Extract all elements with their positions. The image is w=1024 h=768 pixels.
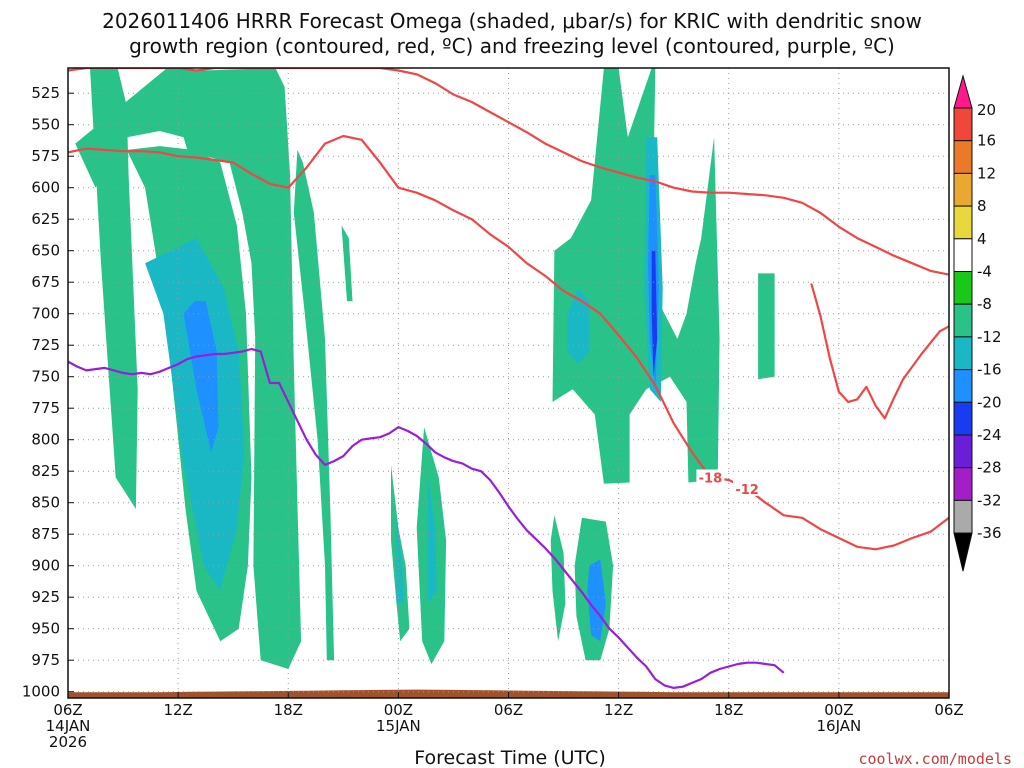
colorbar-label-7: -12: [977, 328, 1002, 346]
x-tick-label-12-0: 18Z: [274, 701, 303, 719]
omega-region-8: [396, 515, 404, 604]
colorbar-label-12: -32: [977, 491, 1002, 509]
omega-region-1: [75, 68, 302, 669]
colorbar: 20 16 12 8 4 -4 -8 -12 -16 -20 -24 -28 -32 -36: [953, 74, 1002, 572]
contour-line-0: [68, 68, 949, 276]
colorbar-label-4: 4: [977, 230, 987, 248]
colorbar-band-12: [953, 499, 973, 534]
contour-label-bg-1: [733, 480, 762, 496]
x-tick-label-18-0: 00Z: [384, 701, 413, 719]
x-tick-label-0-0: 06Z: [53, 701, 82, 719]
colorbar-band-9: [953, 401, 973, 436]
plot-area: -18 -12: [67, 67, 950, 699]
y-tick-label-775: 775: [31, 399, 60, 417]
contour-lines: [68, 68, 949, 690]
colorbar-band-6: [953, 303, 973, 338]
colorbar-band-5: [953, 271, 973, 305]
colorbar-label-5: -4: [977, 263, 992, 281]
x-axis-label: Forecast Time (UTC): [414, 747, 605, 768]
y-tick-label-700: 700: [31, 305, 60, 323]
y-tick-label-750: 750: [31, 368, 60, 386]
y-tick-label-975: 975: [31, 651, 60, 669]
x-tick-label-18-1: 15JAN: [376, 717, 421, 735]
colorbar-band-4: [953, 238, 973, 273]
colorbar-band-11: [953, 467, 973, 501]
contour-line-3: [68, 347, 785, 690]
omega-region-10: [427, 477, 437, 604]
y-tick-label-900: 900: [31, 557, 60, 575]
colorbar-label-11: -28: [977, 459, 1002, 477]
colorbar-label-3: 8: [977, 197, 987, 215]
x-tick-label-30-0: 12Z: [604, 701, 633, 719]
colorbar-band-1: [953, 140, 973, 174]
y-axis-ticks: 525 550 575 600 625 650 675 700 725 750 775 800 825 8…: [22, 84, 74, 701]
omega-region-5: [293, 149, 335, 661]
y-tick-label-800: 800: [31, 431, 60, 449]
y-tick-label-625: 625: [31, 210, 60, 228]
omega-region-4: [183, 301, 219, 453]
colorbar-band-8: [953, 369, 973, 403]
colorbar-band-7: [953, 336, 973, 371]
contour-labels: -18 -12: [696, 469, 762, 498]
y-tick-label-525: 525: [31, 84, 60, 102]
contour-line-2: [810, 283, 949, 420]
contour-line-1: [68, 134, 949, 551]
y-tick-label-925: 925: [31, 588, 60, 606]
y-tick-label-550: 550: [31, 116, 60, 134]
colorbar-label-13: -36: [977, 524, 1002, 542]
x-tick-label-36-0: 18Z: [714, 701, 743, 719]
colorbar-bottom-arrow: [953, 532, 973, 572]
y-tick-label-1000: 1000: [22, 683, 60, 701]
omega-region-3: [145, 238, 245, 591]
colorbar-label-0: 20: [977, 101, 996, 119]
x-tick-label-42-0: 00Z: [824, 701, 853, 719]
colorbar-label-1: 16: [977, 132, 996, 150]
omega-region-6: [341, 225, 353, 302]
colorbar-label-6: -8: [977, 295, 992, 313]
y-tick-label-675: 675: [31, 273, 60, 291]
colorbar-label-10: -24: [977, 426, 1002, 444]
x-tick-label-48-0: 06Z: [934, 701, 963, 719]
colorbar-band-0: [953, 107, 973, 142]
x-tick-label-42-1: 16JAN: [817, 717, 862, 735]
colorbar-band-3: [953, 205, 973, 240]
contour-label-0: -18: [699, 472, 723, 487]
y-tick-label-850: 850: [31, 494, 60, 512]
x-tick-label-0-2: 2026: [49, 733, 87, 751]
colorbar-top-arrow: [953, 74, 973, 109]
colorbar-label-2: 12: [977, 164, 996, 182]
omega-region-19: [587, 559, 606, 642]
colorbar-label-9: -20: [977, 393, 1002, 411]
x-tick-label-6-0: 12Z: [163, 701, 192, 719]
chart-title-line1: 2026011406 HRRR Forecast Omega (shaded, …: [102, 9, 922, 33]
colorbar-band-2: [953, 172, 973, 207]
y-tick-label-725: 725: [31, 336, 60, 354]
omega-region-11: [552, 68, 720, 484]
contour-label-1: -12: [735, 483, 759, 498]
y-tick-label-600: 600: [31, 179, 60, 197]
y-tick-label-825: 825: [31, 462, 60, 480]
x-tick-label-24-0: 06Z: [494, 701, 523, 719]
x-tick-label-0-1: 14JAN: [46, 717, 91, 735]
colorbar-label-8: -16: [977, 361, 1002, 379]
omega-region-0: [90, 68, 138, 509]
y-tick-label-575: 575: [31, 147, 60, 165]
colorbar-band-10: [953, 434, 973, 469]
omega-region-16: [758, 273, 775, 380]
y-tick-label-875: 875: [31, 525, 60, 543]
y-tick-label-650: 650: [31, 242, 60, 260]
chart-title-line2: growth region (contoured, red, ºC) and f…: [129, 34, 895, 58]
contour-label-bg-0: [696, 469, 725, 485]
credit-text: coolwx.com/models: [858, 750, 1012, 768]
y-tick-label-950: 950: [31, 620, 60, 638]
omega-region-17: [550, 515, 566, 642]
